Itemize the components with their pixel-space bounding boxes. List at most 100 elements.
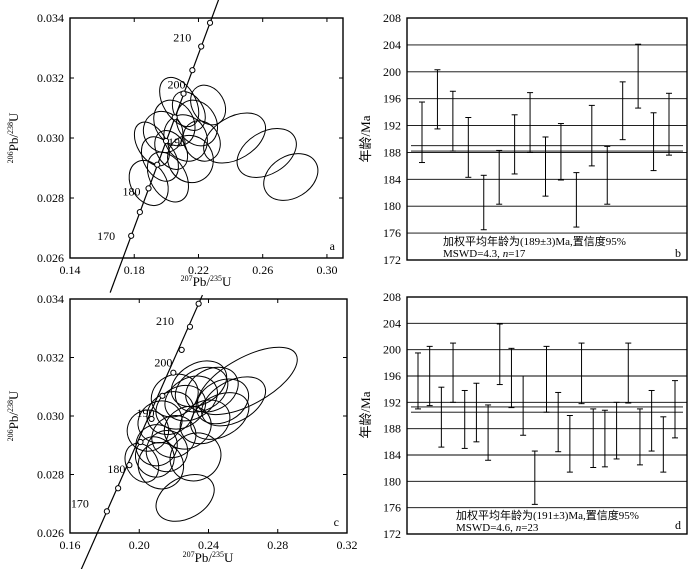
panel-c-y-tick-label: 0.026 <box>37 526 64 540</box>
panel-d-error-bar <box>672 380 678 439</box>
panel-a-age-label: 180 <box>123 184 141 198</box>
panel-a-concordia-marker <box>136 209 143 216</box>
panel-b-error-bar <box>496 149 503 205</box>
panel-a-ellipse <box>167 134 214 184</box>
panel-b-annotation-line1: 加权平均年龄为(189±3)Ma,置信度95% <box>443 234 626 248</box>
panel-d-error-bar <box>496 323 503 386</box>
panel-d-y-tick-label: 176 <box>383 501 401 515</box>
panel-b-ticks: 172 176 180 184 188 192 196 200 204 208 <box>383 11 401 267</box>
panel-a-concordia-marker <box>154 161 161 168</box>
panel-c-x-tick-label: 0.20 <box>129 538 150 552</box>
panel-c-concordia-marker <box>126 462 133 469</box>
panel-a-ellipse <box>159 76 200 128</box>
panel-a-age-label: 190 <box>168 135 186 149</box>
panel-d-y-tick-label: 204 <box>383 316 401 330</box>
panel-a-concordia-chart: 0.14 0.18 0.22 0.26 0.30 0.026 0.028 0.030 0.032… <box>6 0 344 293</box>
panel-b-error-bar <box>588 104 595 167</box>
panel-b-mean-lines <box>411 145 683 152</box>
panel-b-error-bar <box>604 145 611 205</box>
panel-b-y-tick-label: 188 <box>383 145 401 159</box>
panel-d-error-bar <box>625 342 632 404</box>
panel-b-error-bar <box>434 69 441 130</box>
panel-c-age-label: 190 <box>137 406 155 420</box>
panel-d-error-bar <box>566 415 573 473</box>
panel-c-x-tick-label: 0.32 <box>337 538 358 552</box>
panel-d-error-bar <box>485 404 492 461</box>
panel-d-error-bar <box>613 401 620 460</box>
panel-a-ellipse <box>263 153 319 201</box>
panel-c-ellipse <box>126 409 170 452</box>
panel-a-y-tick-label: 0.032 <box>37 71 64 85</box>
panel-d-y-tick-label: 180 <box>383 474 401 488</box>
panel-b-error-bar <box>635 43 642 109</box>
panel-c-y-axis-label: 206Pb/238U <box>6 390 21 441</box>
panel-c-concordia-curve <box>80 294 203 569</box>
panel-c-ticks: 0.16 0.20 0.24 0.28 0.32 0.026 0.028 0.030 0.032… <box>37 292 358 552</box>
panel-c-concordia-marker <box>170 369 177 376</box>
panel-d-y-axis-label: 年龄/Ma <box>358 391 373 438</box>
panel-b-y-tick-label: 204 <box>383 38 401 52</box>
panel-c-ellipse <box>190 392 250 440</box>
panel-a-concordia-marker <box>128 232 135 239</box>
panel-a-x-tick-label: 0.30 <box>316 263 337 277</box>
panel-a-concordia-marker <box>145 185 152 192</box>
panel-d-error-bar <box>426 345 433 407</box>
panel-d-error-bar <box>555 391 562 453</box>
panel-c-ellipse <box>195 378 250 425</box>
panel-c-concordia-marker <box>103 508 110 515</box>
panel-d-y-tick-label: 196 <box>383 369 401 383</box>
panel-d-error-bar <box>648 389 655 452</box>
panel-d-error-bar <box>520 375 527 436</box>
panel-d-y-tick-label: 192 <box>383 395 401 409</box>
panel-b-error-bar <box>666 92 672 156</box>
panel-d-y-tick-label: 184 <box>383 448 401 462</box>
panel-d-error-bar <box>636 408 643 466</box>
panel-a-ticks: 0.14 0.18 0.22 0.26 0.30 0.026 0.028 0.030 0.032… <box>37 11 343 277</box>
panel-d-y-tick-label: 208 <box>383 290 401 304</box>
panel-c-ellipses <box>124 346 298 522</box>
panel-b-y-tick-label: 172 <box>383 253 401 267</box>
panel-d-error-bar <box>473 382 480 443</box>
panel-a-age-label: 210 <box>173 31 191 45</box>
panel-d-error-bar <box>578 342 585 405</box>
panel-a-x-tick-label: 0.22 <box>188 263 209 277</box>
panel-b-annotation-line2: MSWD=4.3, n=17 <box>443 248 526 260</box>
panel-c-x-tick-label: 0.16 <box>60 538 81 552</box>
panel-c-concordia-marker <box>195 300 202 307</box>
panel-a-x-tick-label: 0.14 <box>60 263 81 277</box>
panel-c-ellipse <box>155 474 215 522</box>
panel-a-y-tick-label: 0.034 <box>37 11 64 25</box>
panel-a-y-tick-label: 0.030 <box>37 131 64 145</box>
panel-a-concordia-marker <box>180 90 187 97</box>
panel-c-x-tick-label: 0.28 <box>267 538 288 552</box>
panel-a-age-label: 200 <box>168 78 186 92</box>
panel-c-ellipse <box>145 430 189 473</box>
panel-c-concordia-marker <box>186 323 194 330</box>
panel-c-x-axis-label: 207Pb/235U <box>183 550 234 565</box>
panel-c-age-label: 200 <box>154 356 172 370</box>
panel-b-y-tick-label: 200 <box>383 65 401 79</box>
panel-d-y-tick-label: 200 <box>383 343 401 357</box>
panel-b-error-bar <box>557 123 564 181</box>
panel-d-error-bar <box>415 352 421 410</box>
panel-d-error-bars <box>415 323 678 505</box>
panel-a-ellipse <box>203 112 266 164</box>
panel-a-concordia-markers <box>128 19 214 239</box>
panel-b-error-bar <box>465 116 472 178</box>
panel-a-concordia-marker <box>198 43 205 50</box>
panel-c-concordia-marker <box>178 346 185 353</box>
panel-b-error-bar <box>619 81 626 141</box>
panel-b-y-tick-label: 184 <box>383 172 401 186</box>
panel-d-y-tick-label: 188 <box>383 422 401 436</box>
panel-a-x-tick-label: 0.18 <box>124 263 145 277</box>
panel-c-concordia-chart: 0.16 0.20 0.24 0.28 0.32 0.026 0.028 0.030 0.032… <box>6 292 358 569</box>
panel-c-age-label: 180 <box>107 462 125 476</box>
panel-c-concordia-marker <box>115 485 122 492</box>
panel-c-x-tick-label: 0.24 <box>198 538 219 552</box>
panel-d-error-bar <box>461 389 468 449</box>
panel-a-y-tick-label: 0.028 <box>37 191 64 205</box>
panel-b-y-axis-label: 年龄/Ma <box>358 115 373 162</box>
panel-d-frame <box>406 296 688 535</box>
panel-a-concordia-marker <box>162 137 170 145</box>
